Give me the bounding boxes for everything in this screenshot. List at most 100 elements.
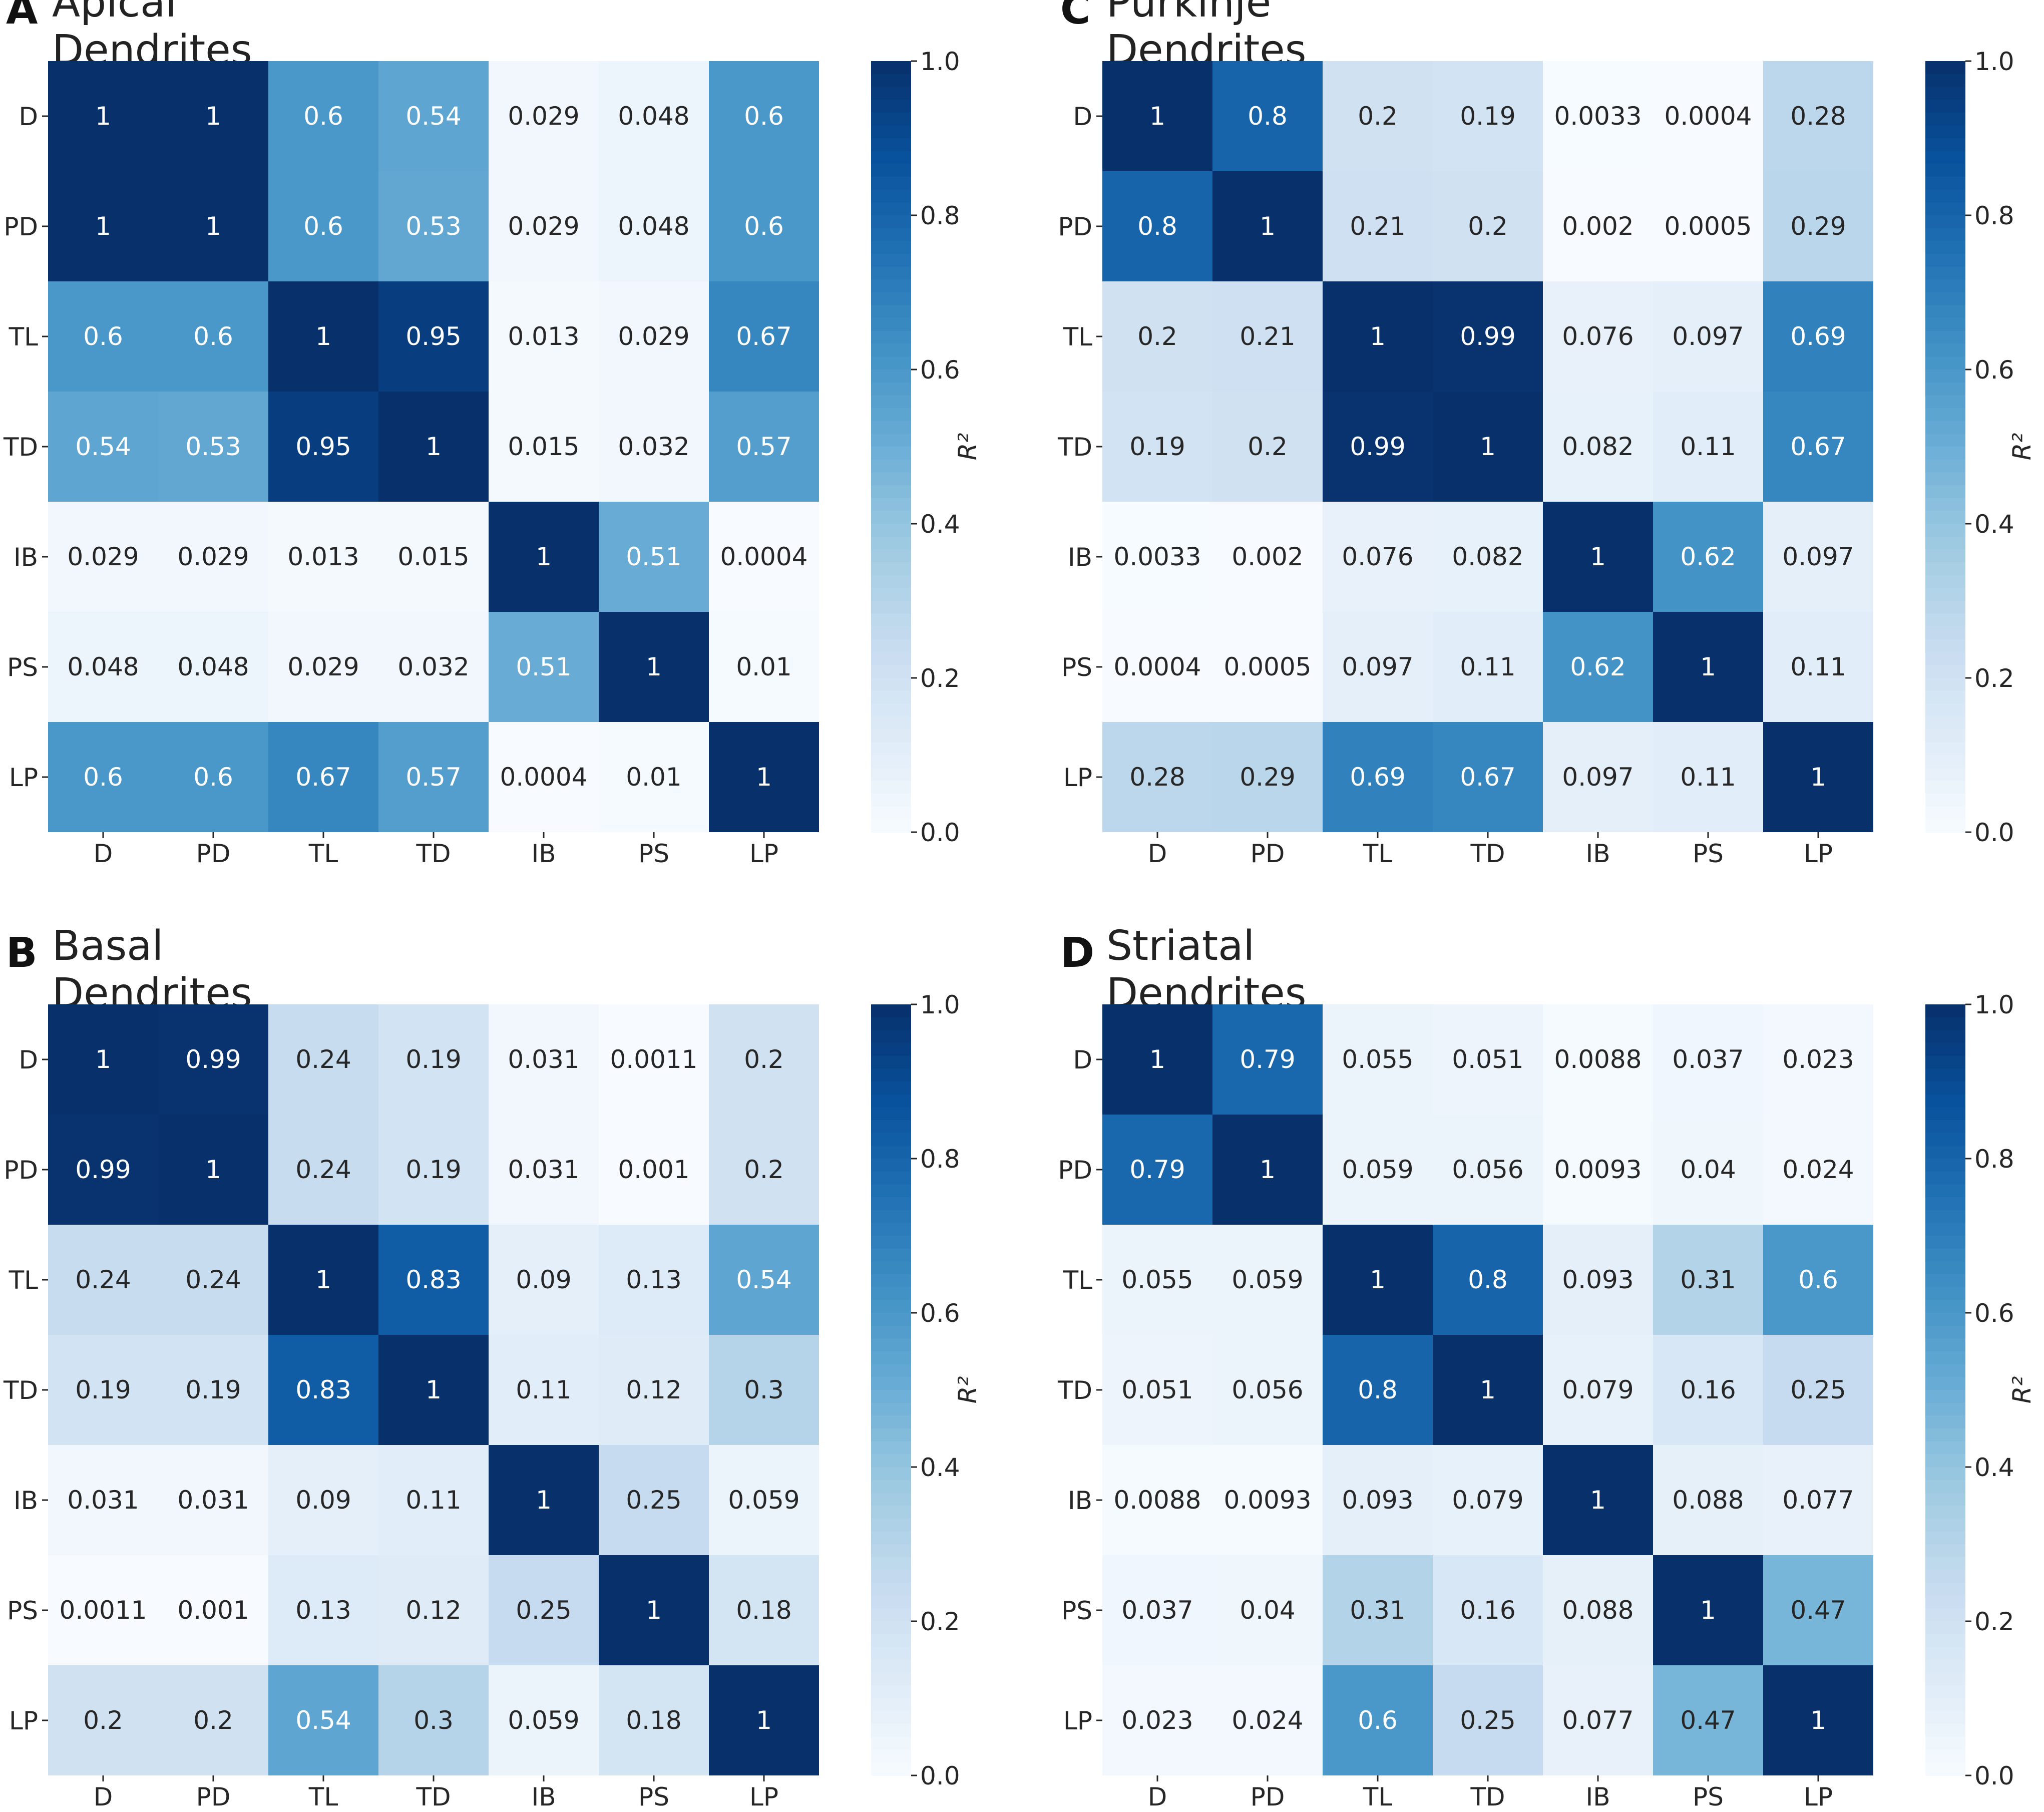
cell-value-label: 0.99 — [75, 1155, 131, 1184]
colorbar-segment — [1925, 1595, 1965, 1609]
cell-value-label: 0.029 — [618, 322, 689, 351]
x-tick-label: D — [94, 839, 113, 868]
cell-value-label: 0.11 — [1790, 652, 1846, 681]
cell-value-label: 0.25 — [516, 1596, 571, 1625]
y-tick-label: IB — [1068, 543, 1092, 572]
cell-value-label: 0.048 — [177, 652, 249, 681]
heatmap-cell — [158, 502, 268, 612]
heatmap-cell — [1433, 1665, 1543, 1775]
y-tick-label: IB — [1068, 1486, 1092, 1515]
cell-value-label: 0.19 — [75, 1375, 131, 1404]
colorbar-segment — [1925, 1261, 1965, 1275]
cell-value-label: 0.079 — [1562, 1375, 1633, 1404]
heatmap-cell — [158, 171, 268, 281]
colorbar-segment — [1925, 1467, 1965, 1481]
cell-value-label: 0.19 — [405, 1045, 461, 1074]
colorbar-segment — [871, 202, 911, 216]
x-tick-label: PS — [1693, 839, 1724, 868]
x-tick-label: PS — [1693, 1782, 1724, 1811]
heatmap-cell — [1763, 1555, 1873, 1665]
colorbar-segment — [1925, 524, 1965, 537]
cell-value-label: 0.0005 — [1224, 652, 1312, 681]
colorbar-segment — [1925, 395, 1965, 409]
colorbar-segment — [1925, 1248, 1965, 1262]
cell-value-label: 0.0088 — [1114, 1486, 1201, 1515]
colorbar-segment — [871, 1441, 911, 1455]
x-tick-label: LP — [749, 839, 778, 868]
colorbar-segment — [871, 1184, 911, 1198]
heatmap-cell — [1102, 1115, 1212, 1225]
colorbar-segment — [1925, 1081, 1965, 1095]
cell-value-label: 0.031 — [508, 1155, 579, 1184]
cell-value-label: 0.2 — [1358, 102, 1398, 131]
colorbar-segment — [871, 1762, 911, 1776]
heatmap-cell — [378, 171, 489, 281]
x-tick-label: PS — [638, 1782, 669, 1811]
heatmap-cell — [378, 281, 489, 392]
cell-value-label: 1 — [205, 1155, 221, 1184]
cell-value-label: 1 — [756, 763, 772, 792]
heatmap-cell — [709, 1445, 819, 1555]
heatmap-cell — [48, 612, 158, 722]
cell-value-label: 0.29 — [1240, 763, 1295, 792]
cell-value-label: 0.19 — [1129, 432, 1185, 461]
heatmap-cell — [158, 1335, 268, 1445]
colorbar-segment — [871, 1634, 911, 1648]
heatmap-cell — [158, 1225, 268, 1335]
cell-value-label: 0.21 — [1240, 322, 1295, 351]
cell-value-label: 0.8 — [1468, 1265, 1508, 1294]
colorbar-segment — [1925, 755, 1965, 769]
colorbar-tick-label: 0.4 — [920, 510, 960, 539]
cell-value-label: 0.54 — [295, 1706, 351, 1735]
colorbar-segment — [871, 279, 911, 293]
cell-value-label: 0.47 — [1680, 1706, 1736, 1735]
colorbar-segment — [1925, 601, 1965, 614]
colorbar-segment — [871, 1094, 911, 1108]
cell-value-label: 1 — [646, 1596, 662, 1625]
heatmap-cell — [1323, 281, 1433, 392]
colorbar-label: R² — [2007, 1376, 2036, 1404]
heatmap-cell — [1323, 1445, 1433, 1555]
cell-value-label: 0.11 — [516, 1375, 571, 1404]
colorbar-segment — [871, 343, 911, 357]
colorbar-tick-label: 0.0 — [1974, 1761, 2014, 1790]
cell-value-label: 0.015 — [508, 432, 579, 461]
cell-value-label: 0.093 — [1342, 1486, 1413, 1515]
colorbar-segment — [1925, 626, 1965, 640]
colorbar-segment — [1925, 678, 1965, 691]
cell-value-label: 0.013 — [287, 542, 359, 571]
cell-value-label: 0.11 — [1680, 432, 1736, 461]
heatmap-cell — [1653, 1555, 1763, 1665]
heatmap-cell — [48, 722, 158, 832]
cell-value-label: 0.6 — [1798, 1265, 1838, 1294]
heatmap-cell — [709, 1225, 819, 1335]
heatmap-cell — [1763, 171, 1873, 281]
colorbar-segment — [1925, 1428, 1965, 1442]
cell-value-label: 0.19 — [185, 1375, 241, 1404]
heatmap-cell — [1763, 281, 1873, 392]
colorbar-tick-label: 0.6 — [920, 355, 960, 385]
cell-value-label: 0.0033 — [1554, 102, 1642, 131]
colorbar-segment — [871, 1261, 911, 1275]
y-tick-label: PD — [1058, 212, 1092, 241]
colorbar-segment — [871, 1338, 911, 1352]
heatmap-cell — [1323, 502, 1433, 612]
colorbar-segment — [871, 241, 911, 254]
cell-value-label: 0.69 — [1350, 763, 1405, 792]
heatmap-cell — [599, 171, 709, 281]
heatmap-basal: 1 0.99 0.24 0.19 0.031 0.0011 0.20.99 1 0.24 0.19… — [3, 990, 982, 1811]
colorbar-tick-label: 0.8 — [920, 201, 960, 230]
colorbar-segment — [871, 485, 911, 499]
heatmap-cell — [1102, 281, 1212, 392]
heatmap-cell — [1763, 502, 1873, 612]
colorbar-tick-label: 0.4 — [1974, 1453, 2014, 1482]
cell-value-label: 0.6 — [744, 212, 784, 241]
heatmap-cell — [158, 722, 268, 832]
cell-value-label: 0.11 — [1680, 763, 1736, 792]
colorbar-segment — [871, 1749, 911, 1763]
colorbar-segment — [1925, 498, 1965, 512]
heatmap-cell — [1543, 171, 1653, 281]
colorbar-segment — [871, 511, 911, 524]
colorbar-segment — [871, 1017, 911, 1031]
cell-value-label: 0.029 — [177, 542, 249, 571]
